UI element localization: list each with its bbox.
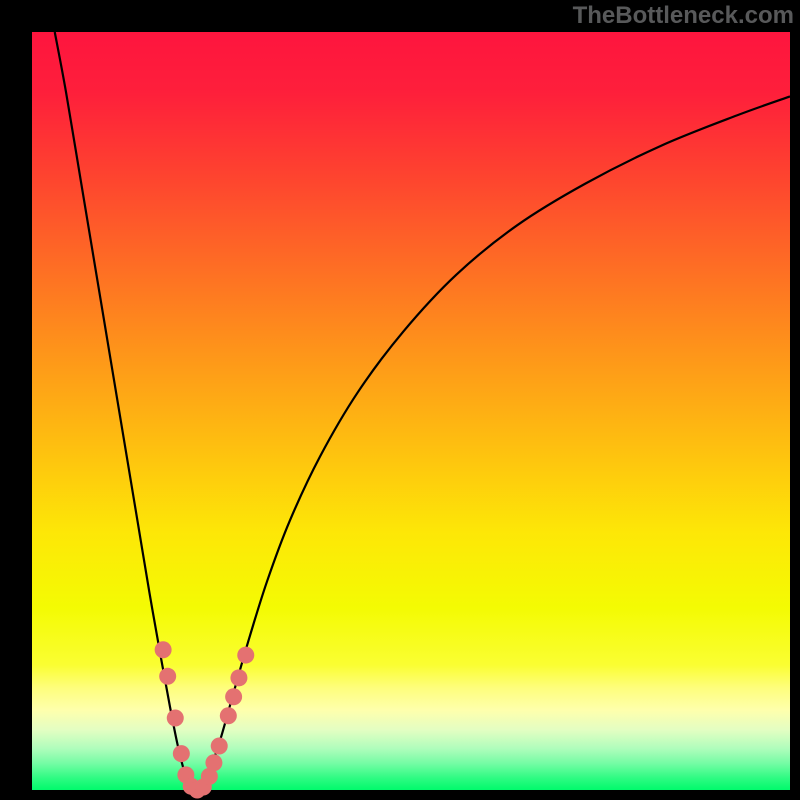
dot: [211, 738, 228, 755]
dot: [237, 647, 254, 664]
dot: [220, 707, 237, 724]
dot: [167, 709, 184, 726]
curves-svg: [32, 32, 790, 790]
plot-area: [32, 32, 790, 790]
dot: [225, 688, 242, 705]
dots-group: [155, 641, 255, 798]
dot: [159, 668, 176, 685]
dot: [230, 669, 247, 686]
right-curve: [196, 96, 790, 790]
dot: [155, 641, 172, 658]
watermark-text: TheBottleneck.com: [573, 2, 794, 30]
dot: [173, 745, 190, 762]
dot: [205, 754, 222, 771]
chart-container: { "type": "line-chart-with-gradient", "w…: [0, 0, 800, 800]
